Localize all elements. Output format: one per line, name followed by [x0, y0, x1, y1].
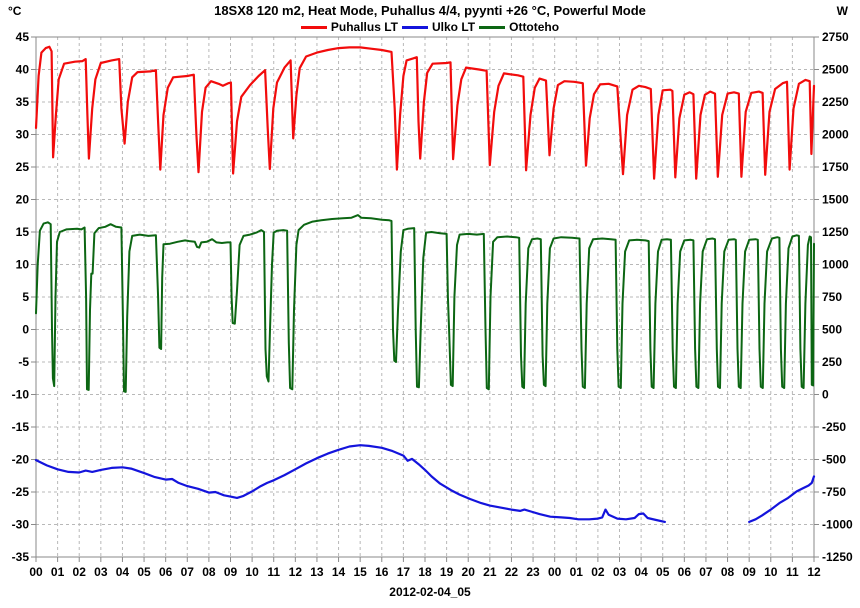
x-tick-label: 08 — [721, 565, 735, 579]
x-tick-label: 11 — [267, 565, 280, 579]
x-tick-label: 05 — [656, 565, 670, 579]
right-axis-tick-label: 1500 — [822, 193, 849, 207]
x-tick-label: 00 — [548, 565, 562, 579]
right-axis-tick-label: 2750 — [822, 30, 849, 44]
x-tick-label: 10 — [764, 565, 778, 579]
right-axis-tick-label: -1000 — [822, 518, 853, 532]
x-tick-label: 02 — [591, 565, 605, 579]
left-axis-tick-label: 35 — [16, 95, 30, 109]
right-axis-tick-label: 250 — [822, 355, 842, 369]
left-axis-tick-label: -35 — [12, 550, 30, 564]
chart-title: 18SX8 120 m2, Heat Mode, Puhallus 4/4, p… — [214, 3, 646, 18]
x-tick-label: 12 — [289, 565, 303, 579]
x-tick-label: 04 — [116, 565, 130, 579]
x-axis-date-label: 2012-02-04_05 — [389, 585, 471, 599]
x-tick-label: 08 — [202, 565, 216, 579]
x-tick-label: 18 — [418, 565, 432, 579]
left-axis-tick-label: -25 — [12, 485, 30, 499]
left-axis-tick-label: -15 — [12, 420, 30, 434]
right-axis-tick-label: -250 — [822, 420, 846, 434]
legend-item-ulko-lt: Ulko LT — [400, 20, 478, 34]
legend: Puhallus LT Ulko LT Ottoteho — [0, 20, 860, 34]
left-axis-tick-label: 15 — [16, 225, 30, 239]
right-axis-tick-label: 750 — [822, 290, 842, 304]
x-tick-label: 02 — [73, 565, 87, 579]
left-axis-tick-label: 5 — [22, 290, 29, 304]
left-axis-unit-label: °C — [8, 4, 22, 18]
x-tick-label: 15 — [353, 565, 367, 579]
x-tick-label: 00 — [29, 565, 43, 579]
series-line-ulko-lt — [748, 475, 816, 524]
right-axis-tick-label: 1750 — [822, 160, 849, 174]
left-axis-tick-label: 10 — [16, 258, 30, 272]
x-tick-label: 09 — [224, 565, 238, 579]
x-tick-label: 03 — [94, 565, 108, 579]
left-axis-tick-label: -30 — [12, 518, 30, 532]
legend-item-ottoteho: Ottoteho — [477, 20, 562, 34]
x-tick-label: 13 — [310, 565, 324, 579]
x-tick-label: 05 — [137, 565, 151, 579]
x-tick-label: 12 — [807, 565, 821, 579]
x-tick-label: 23 — [526, 565, 540, 579]
x-tick-label: 01 — [51, 565, 65, 579]
x-tick-label: 17 — [397, 565, 411, 579]
left-axis-tick-label: 25 — [16, 160, 30, 174]
left-axis-tick-label: -5 — [18, 355, 29, 369]
x-tick-label: 11 — [786, 565, 799, 579]
legend-line-swatch — [479, 25, 506, 29]
right-axis-tick-label: 2000 — [822, 128, 849, 142]
x-tick-label: 09 — [742, 565, 756, 579]
x-tick-label: 03 — [613, 565, 627, 579]
x-tick-label: 06 — [678, 565, 692, 579]
x-tick-label: 14 — [332, 565, 346, 579]
legend-line-swatch — [300, 25, 327, 29]
right-axis-unit-label: W — [836, 4, 848, 18]
x-tick-label: 22 — [505, 565, 519, 579]
right-axis-tick-label: 500 — [822, 323, 842, 337]
series-line-ulko-lt — [34, 444, 667, 524]
x-tick-label: 19 — [440, 565, 454, 579]
x-tick-label: 06 — [159, 565, 173, 579]
x-tick-label: 04 — [634, 565, 648, 579]
x-tick-label: 01 — [570, 565, 584, 579]
series-line-puhallus-lt — [34, 45, 816, 180]
left-axis-tick-label: 40 — [16, 63, 30, 77]
legend-label: Puhallus LT — [330, 20, 398, 34]
legend-item-puhallus-lt: Puhallus LT — [298, 20, 400, 34]
left-axis-tick-label: 45 — [16, 30, 30, 44]
right-axis-tick-label: 1000 — [822, 258, 849, 272]
right-axis-tick-label: 0 — [822, 388, 829, 402]
right-axis-tick-label: 1250 — [822, 225, 849, 239]
left-axis-tick-label: 30 — [16, 128, 30, 142]
right-axis-tick-label: -750 — [822, 485, 846, 499]
left-axis-tick-label: -20 — [12, 453, 30, 467]
legend-label: Ottoteho — [509, 20, 560, 34]
x-tick-label: 07 — [699, 565, 713, 579]
series-line-ottoteho — [35, 214, 815, 393]
x-tick-label: 16 — [375, 565, 389, 579]
left-axis-tick-label: -10 — [12, 388, 30, 402]
right-axis-tick-label: -500 — [822, 453, 846, 467]
left-axis-tick-label: 20 — [16, 193, 30, 207]
x-tick-label: 07 — [181, 565, 195, 579]
x-tick-label: 20 — [462, 565, 476, 579]
right-axis-tick-label: 2500 — [822, 63, 849, 77]
left-axis-tick-label: 0 — [22, 323, 29, 337]
legend-line-swatch — [402, 25, 428, 29]
right-axis-tick-label: 2250 — [822, 95, 849, 109]
x-tick-label: 10 — [245, 565, 259, 579]
x-tick-label: 21 — [483, 565, 497, 579]
right-axis-tick-label: -1250 — [822, 550, 853, 564]
legend-label: Ulko LT — [432, 20, 476, 34]
